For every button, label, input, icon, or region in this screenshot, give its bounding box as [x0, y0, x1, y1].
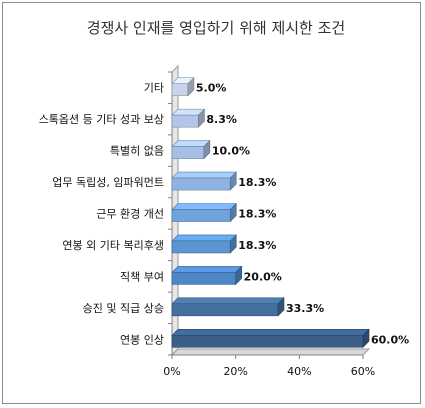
data-label: 5.0%: [196, 82, 227, 95]
data-label: 20.0%: [244, 270, 282, 283]
bar-end: [235, 265, 242, 286]
x-tick-label: 40%: [287, 365, 311, 378]
axis-floor: [170, 348, 371, 356]
bar-end: [277, 297, 285, 317]
category-label: 근무 환경 개선: [96, 208, 164, 221]
data-label: 33.3%: [286, 302, 324, 315]
bar: [171, 83, 189, 97]
bar-top: [171, 234, 237, 242]
category-label: 업무 독립성, 임파워먼트: [52, 176, 164, 189]
category-label: 연봉 인상: [120, 333, 164, 346]
bar: [171, 240, 231, 254]
bars-layer: [171, 76, 370, 349]
data-label: 18.3%: [238, 176, 276, 189]
labels-layer: 5.0% 기타 8.3% 스톡옵션 등 기타 성과 보상 10.0% 특별히 없음 18.3…: [39, 82, 409, 347]
bar-top: [171, 171, 237, 179]
category-label: 연봉 외 기타 복리후생: [62, 239, 164, 252]
bar-end: [187, 76, 195, 97]
bar: [171, 177, 231, 191]
bar-end: [198, 108, 205, 128]
bar-top: [171, 266, 243, 273]
bar: [171, 272, 236, 285]
bar-end: [362, 328, 370, 349]
x-tick-label: 60%: [351, 365, 375, 378]
data-label: 10.0%: [212, 145, 250, 158]
data-label: 60.0%: [371, 333, 409, 346]
category-label: 특별히 없음: [110, 144, 164, 158]
bar-top: [171, 328, 370, 336]
x-tick-label: 20%: [223, 365, 247, 378]
bar-top: [171, 203, 237, 210]
bar: [171, 146, 205, 159]
x-tick-label: 0%: [163, 365, 180, 378]
bar-top: [171, 140, 211, 147]
bar-end: [229, 202, 237, 223]
bar: [171, 334, 364, 348]
category-label: 기타: [144, 82, 164, 95]
bar: [171, 303, 279, 317]
data-label: 18.3%: [238, 208, 276, 221]
data-label: 18.3%: [238, 239, 276, 252]
category-label: 직책 부여: [120, 270, 164, 283]
bar-end: [203, 139, 211, 160]
bar: [171, 114, 199, 128]
data-label: 8.3%: [206, 113, 237, 126]
category-label: 스톡옵션 등 기타 성과 보상: [39, 113, 164, 126]
chart-title: 경쟁사 인재를 영입하기 위해 제시한 조건: [87, 19, 345, 37]
bar-top: [171, 297, 285, 305]
bar-end: [229, 171, 237, 191]
category-label: 승진 및 직급 상승: [83, 302, 164, 315]
bar-end: [229, 234, 237, 254]
bar: [171, 209, 231, 222]
